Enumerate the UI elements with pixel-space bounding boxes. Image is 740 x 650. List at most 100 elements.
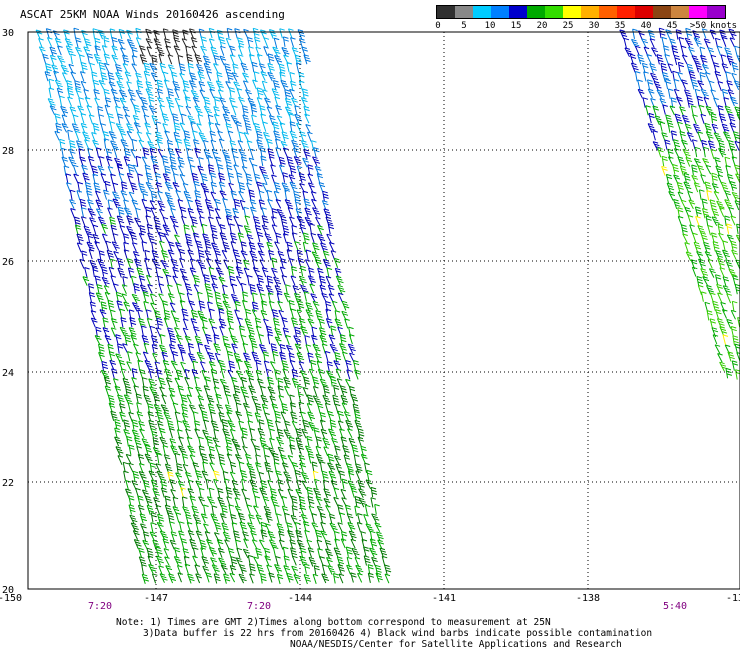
wind-barb <box>363 514 369 524</box>
wind-barb <box>333 547 342 558</box>
wind-barb <box>215 393 222 404</box>
wind-barb <box>117 113 124 124</box>
wind-barb <box>700 88 709 99</box>
wind-barb <box>163 79 170 90</box>
wind-barb <box>258 63 266 74</box>
wind-barb <box>61 156 69 167</box>
wind-barb <box>238 182 246 193</box>
wind-barb <box>167 88 174 99</box>
wind-barb <box>704 72 711 82</box>
wind-barb <box>222 284 228 295</box>
wind-barb <box>108 266 115 277</box>
wind-barb <box>123 156 131 167</box>
wind-barb <box>274 336 282 347</box>
wind-barb <box>300 326 309 336</box>
wind-barb <box>201 316 208 328</box>
wind-barb <box>234 309 240 320</box>
wind-barb <box>666 182 675 193</box>
wind-barb <box>156 88 164 99</box>
wind-barb <box>734 200 740 211</box>
wind-barb <box>124 71 132 82</box>
wind-barb <box>258 539 265 550</box>
wind-barb <box>726 80 733 91</box>
wind-barb <box>651 47 658 57</box>
wind-barb <box>165 377 173 388</box>
wind-barb <box>61 147 67 159</box>
wind-barb <box>732 275 739 286</box>
wind-barb <box>94 45 101 56</box>
wind-barb <box>355 470 361 481</box>
wind-barb <box>237 232 245 243</box>
wind-barb <box>194 105 203 116</box>
wind-barb <box>137 309 143 320</box>
wind-barb <box>191 45 197 56</box>
wind-barb <box>158 565 164 576</box>
wind-barb <box>656 89 665 100</box>
wind-barb <box>251 114 257 125</box>
wind-barb <box>323 208 331 219</box>
wind-barb <box>139 54 148 65</box>
wind-barb <box>82 276 90 286</box>
wind-barb <box>189 258 196 269</box>
wind-barb <box>259 487 268 498</box>
wind-barb <box>141 241 148 252</box>
wind-barb <box>311 461 318 472</box>
wind-barb <box>729 96 738 107</box>
wind-barb <box>731 249 738 260</box>
wind-barb <box>279 351 287 362</box>
wind-barb <box>136 267 144 278</box>
wind-barb <box>343 454 351 465</box>
wind-barb <box>162 216 169 227</box>
wind-barb <box>717 81 724 92</box>
pass-time-label: 5:40 <box>663 601 687 612</box>
wind-barb <box>155 504 162 515</box>
wind-barb <box>102 131 110 142</box>
wind-barb <box>713 62 720 73</box>
wind-barb <box>261 224 269 235</box>
wind-barb <box>682 233 688 244</box>
wind-barb <box>282 368 289 379</box>
wind-barb <box>726 318 733 329</box>
wind-barb <box>322 250 330 261</box>
wind-barb <box>208 164 215 175</box>
wind-barb <box>118 28 126 40</box>
wind-barb <box>290 547 298 558</box>
wind-barb <box>161 351 168 362</box>
legend-label: 40 <box>640 21 652 31</box>
wind-barb <box>706 284 714 295</box>
wind-barb <box>695 215 701 226</box>
wind-barb <box>702 208 710 219</box>
wind-barb <box>240 241 247 252</box>
wind-barb <box>214 198 221 210</box>
wind-barb <box>218 36 226 47</box>
wind-barb <box>197 291 203 303</box>
wind-barb <box>266 138 273 150</box>
wind-barb <box>681 114 690 125</box>
wind-barb <box>364 504 371 516</box>
wind-barb <box>337 564 345 575</box>
wind-barb <box>125 385 132 397</box>
wind-barb <box>733 80 740 91</box>
wind-barb <box>262 496 270 507</box>
wind-barb <box>710 113 718 124</box>
wind-barb <box>283 292 291 303</box>
wind-barb <box>117 394 125 405</box>
legend-label: 20 <box>536 21 548 31</box>
wind-barb <box>116 300 123 311</box>
wind-barb <box>252 79 258 90</box>
wind-barb <box>326 370 335 380</box>
wind-barb <box>169 521 175 532</box>
wind-barb <box>303 520 310 532</box>
wind-barb <box>169 394 176 405</box>
wind-barb <box>114 427 121 438</box>
wind-barb <box>150 190 158 202</box>
wind-barb <box>337 522 343 532</box>
wind-barb <box>123 233 130 244</box>
wind-barb <box>705 215 712 226</box>
wind-barb <box>274 285 283 295</box>
wind-barb <box>184 96 191 107</box>
wind-barb <box>326 557 333 567</box>
latitude-label: 22 <box>2 478 14 489</box>
wind-barb <box>684 242 690 253</box>
wind-barb <box>327 565 336 575</box>
